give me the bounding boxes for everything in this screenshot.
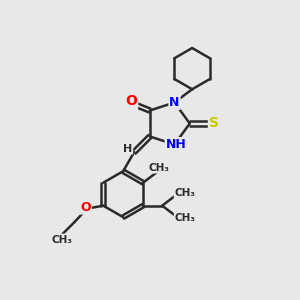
Text: CH₃: CH₃ — [175, 188, 196, 198]
Text: NH: NH — [166, 138, 186, 151]
Text: H: H — [123, 144, 132, 154]
Text: O: O — [80, 201, 91, 214]
Text: CH₃: CH₃ — [51, 235, 72, 244]
Text: CH₃: CH₃ — [175, 213, 196, 223]
Text: O: O — [125, 94, 137, 108]
Text: S: S — [209, 116, 219, 130]
Text: N: N — [169, 96, 180, 109]
Text: CH₃: CH₃ — [149, 163, 170, 173]
